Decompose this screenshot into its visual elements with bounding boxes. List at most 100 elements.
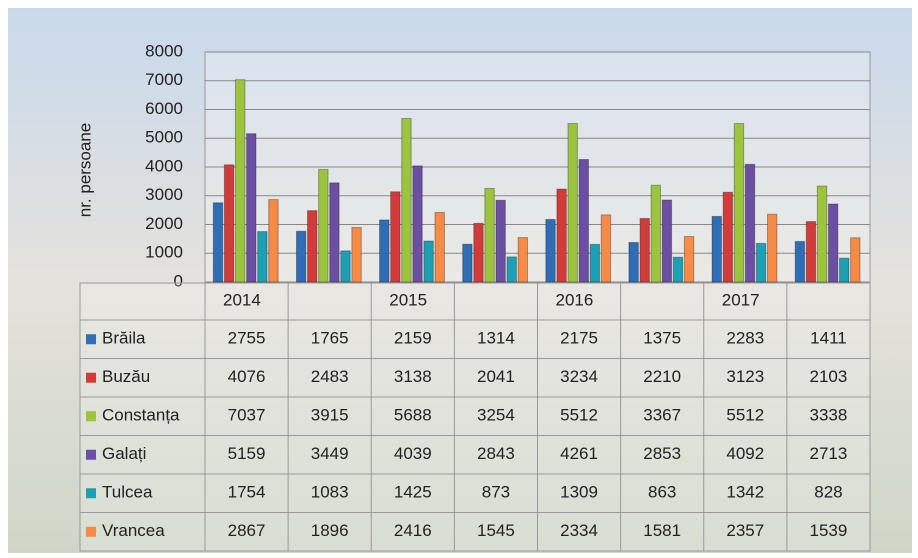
bar <box>805 221 817 283</box>
bar <box>462 243 473 283</box>
bar <box>423 240 434 283</box>
table-value: 5159 <box>228 444 266 463</box>
y-tick-label: 4000 <box>145 156 183 175</box>
bar <box>234 79 246 283</box>
y-tick-label: 6000 <box>145 99 183 118</box>
legend-label: Brăila <box>102 329 146 348</box>
bar <box>223 164 235 283</box>
table-value: 7037 <box>228 406 266 425</box>
table-value: 873 <box>482 483 510 502</box>
table-value: 2159 <box>394 329 432 348</box>
table-value: 2713 <box>810 444 848 463</box>
table-value: 828 <box>814 483 842 502</box>
bar <box>506 256 517 283</box>
bar <box>545 218 556 283</box>
table-value: 3449 <box>311 444 349 463</box>
table-value: 4076 <box>228 367 266 386</box>
y-tick-label: 7000 <box>145 70 183 89</box>
legend-swatch <box>86 334 96 345</box>
table-value: 4261 <box>560 444 598 463</box>
table-value: 3338 <box>810 406 848 425</box>
table-value: 1309 <box>560 483 598 502</box>
legend-swatch <box>86 526 96 537</box>
bar <box>556 188 567 283</box>
x-tick-label: 2014 <box>223 290 261 309</box>
table-value: 1896 <box>311 521 349 540</box>
table-value: 2843 <box>477 444 515 463</box>
bar <box>434 212 445 283</box>
legend-label: Galați <box>102 444 146 463</box>
bar <box>711 215 722 283</box>
bar <box>212 202 224 283</box>
bar <box>351 226 362 283</box>
table-value: 1314 <box>477 329 515 348</box>
legend-label: Buzău <box>102 367 150 386</box>
table-value: 2175 <box>560 329 598 348</box>
legend-label: Vrancea <box>102 521 165 540</box>
table-value: 2755 <box>228 329 266 348</box>
table-value: 2853 <box>643 444 681 463</box>
bar <box>268 199 279 283</box>
legend-swatch <box>86 488 96 499</box>
table-value: 2041 <box>477 367 515 386</box>
bar <box>794 240 806 283</box>
legend-label: Constanța <box>102 406 180 425</box>
y-tick-label: 8000 <box>145 41 183 60</box>
bar <box>390 191 401 283</box>
table-value: 5688 <box>394 406 432 425</box>
table-value: 5512 <box>726 406 764 425</box>
table-value: 2483 <box>311 367 349 386</box>
table-value: 3254 <box>477 406 515 425</box>
bar <box>307 210 318 283</box>
table-value: 1754 <box>228 483 266 502</box>
table-value: 4039 <box>394 444 432 463</box>
bar <box>567 123 578 283</box>
bar <box>639 217 650 283</box>
data-table <box>79 282 871 552</box>
table-value: 2283 <box>726 329 764 348</box>
table-value: 1765 <box>311 329 349 348</box>
bar <box>379 219 390 283</box>
table-value: 1425 <box>394 483 432 502</box>
table-value: 1539 <box>810 521 848 540</box>
table-value: 3367 <box>643 406 681 425</box>
table-value: 3915 <box>311 406 349 425</box>
table-value: 2334 <box>560 521 598 540</box>
table-value: 3138 <box>394 367 432 386</box>
legend-swatch <box>86 372 96 383</box>
x-tick-label: 2015 <box>389 290 427 309</box>
y-tick-label: 5000 <box>145 128 183 147</box>
bar <box>766 213 778 283</box>
y-axis-label: nr. persoane <box>75 123 94 218</box>
bar <box>733 123 745 283</box>
legend-swatch <box>86 411 96 422</box>
bar <box>600 214 612 283</box>
y-tick-label: 3000 <box>145 185 183 204</box>
y-tick-label: 2000 <box>145 214 183 233</box>
table-value: 863 <box>648 483 676 502</box>
table-value: 2867 <box>228 521 266 540</box>
table-value: 1375 <box>643 329 681 348</box>
bar <box>722 191 734 283</box>
table-value: 5512 <box>560 406 598 425</box>
bar <box>589 243 601 283</box>
bar <box>412 165 423 283</box>
bar <box>257 231 268 283</box>
table-value: 1545 <box>477 521 515 540</box>
bar <box>329 182 340 283</box>
table-value: 2103 <box>810 367 848 386</box>
bar <box>340 250 351 283</box>
bar <box>672 256 684 283</box>
bar <box>318 168 329 283</box>
table-value: 2416 <box>394 521 432 540</box>
bar <box>827 203 839 283</box>
x-tick-label: 2016 <box>556 290 594 309</box>
bar <box>578 158 589 283</box>
table-value: 1411 <box>810 329 847 348</box>
bar <box>246 133 257 283</box>
legend-label: Tulcea <box>102 483 153 502</box>
x-tick-label: 2017 <box>722 290 760 309</box>
bar <box>850 237 861 283</box>
